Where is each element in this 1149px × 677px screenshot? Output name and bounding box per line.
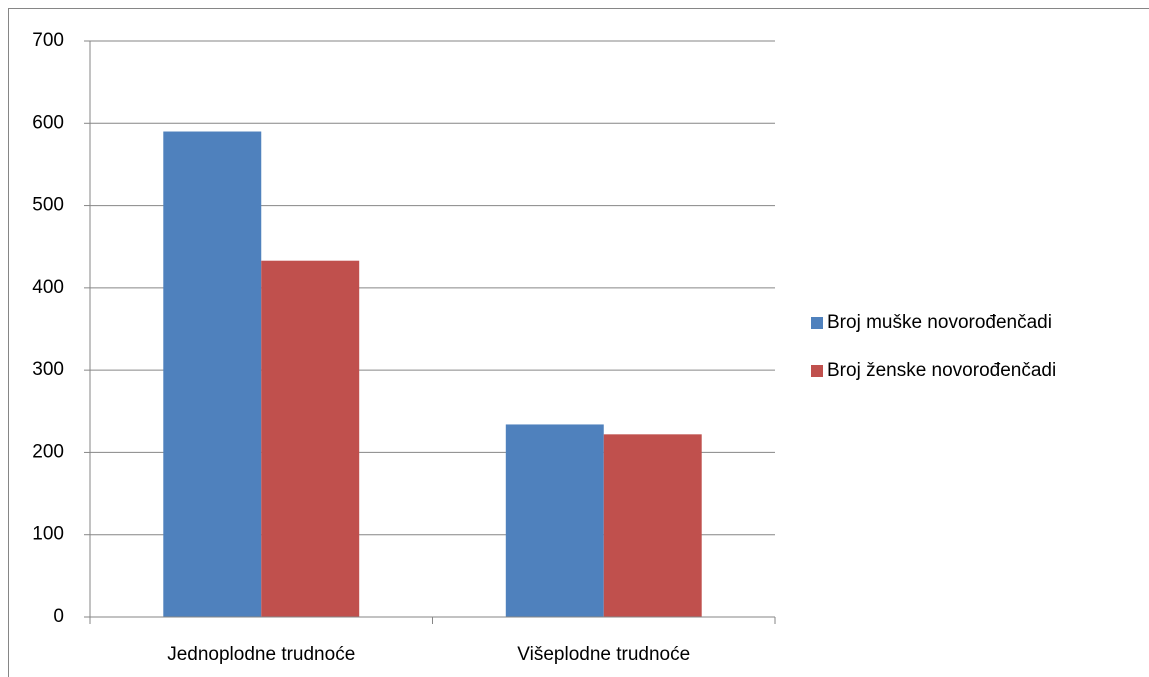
y-tick-label: 700	[32, 30, 64, 51]
bar	[505, 424, 604, 617]
bar	[163, 131, 262, 617]
y-tick-label: 300	[32, 359, 64, 380]
y-tick-label: 600	[32, 112, 64, 133]
legend-swatch	[811, 365, 823, 377]
y-tick-label: 100	[32, 524, 64, 545]
legend-label: Broj muške novorođenčadi	[827, 312, 1052, 333]
bar	[261, 260, 360, 617]
y-tick-label: 0	[53, 606, 64, 627]
x-tick-label: Jednoplodne trudnoće	[167, 644, 355, 665]
legend-swatch	[811, 317, 823, 329]
bar	[603, 434, 702, 617]
chart-frame	[8, 8, 1149, 677]
y-tick-label: 400	[32, 277, 64, 298]
x-tick-label: Višeplodne trudnoće	[517, 644, 690, 665]
y-tick-label: 200	[32, 441, 64, 462]
legend-label: Broj ženske novorođenčadi	[827, 360, 1056, 381]
y-tick-label: 500	[32, 195, 64, 216]
